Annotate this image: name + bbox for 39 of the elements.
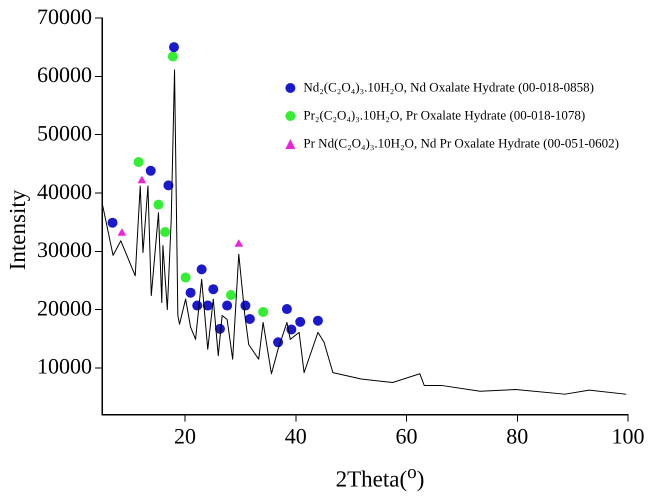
legend-label: Pr Nd(C₂O₄)₃.10H₂O, Nd Pr Oxalate Hydrate (00-051-0602): [303, 135, 619, 150]
x-tick-label: 60: [396, 424, 418, 449]
y-tick-label: 20000: [37, 295, 92, 320]
x-tick-label: 100: [612, 424, 644, 449]
point: [146, 166, 156, 176]
point: [168, 42, 179, 52]
point: [138, 176, 146, 184]
point: [295, 316, 306, 327]
y-tick-label: 70000: [37, 4, 92, 29]
y-tick-label: 50000: [37, 120, 92, 146]
point: [168, 51, 178, 62]
point: [186, 288, 196, 298]
point: [312, 316, 323, 326]
point: [208, 284, 218, 294]
x-tick-label: 40: [284, 424, 307, 449]
point: [196, 264, 207, 274]
point: [258, 306, 268, 317]
y-tick-label: 60000: [37, 62, 92, 88]
legend-label: Pr₂(C₂O₄)₃.10H₂O, Pr Oxalate Hydrate (00-018-1078): [303, 107, 586, 122]
point: [226, 290, 236, 300]
point: [134, 157, 144, 168]
point: [160, 227, 170, 238]
point: [163, 180, 174, 190]
point: [282, 304, 292, 314]
point: [153, 200, 164, 210]
y-tick-label: 30000: [37, 237, 92, 262]
y-tick-label: 40000: [37, 178, 92, 204]
point: [180, 272, 191, 283]
point: [108, 218, 118, 228]
point: [234, 239, 244, 247]
legend-label: Nd₂(C₂O₄)₃.10H₂O, Nd Oxalate Hydrate (00-018-0858): [303, 79, 594, 94]
point: [222, 300, 232, 311]
x-tick-label: 80: [506, 424, 528, 449]
point: [244, 314, 255, 324]
x-tick-label: 20: [174, 424, 196, 449]
y-axis-title: Intensity: [5, 190, 31, 270]
point: [118, 228, 126, 236]
y-tick-label: 10000: [37, 354, 92, 379]
x-axis-title: 2Theta($^{o}$): [336, 462, 424, 493]
